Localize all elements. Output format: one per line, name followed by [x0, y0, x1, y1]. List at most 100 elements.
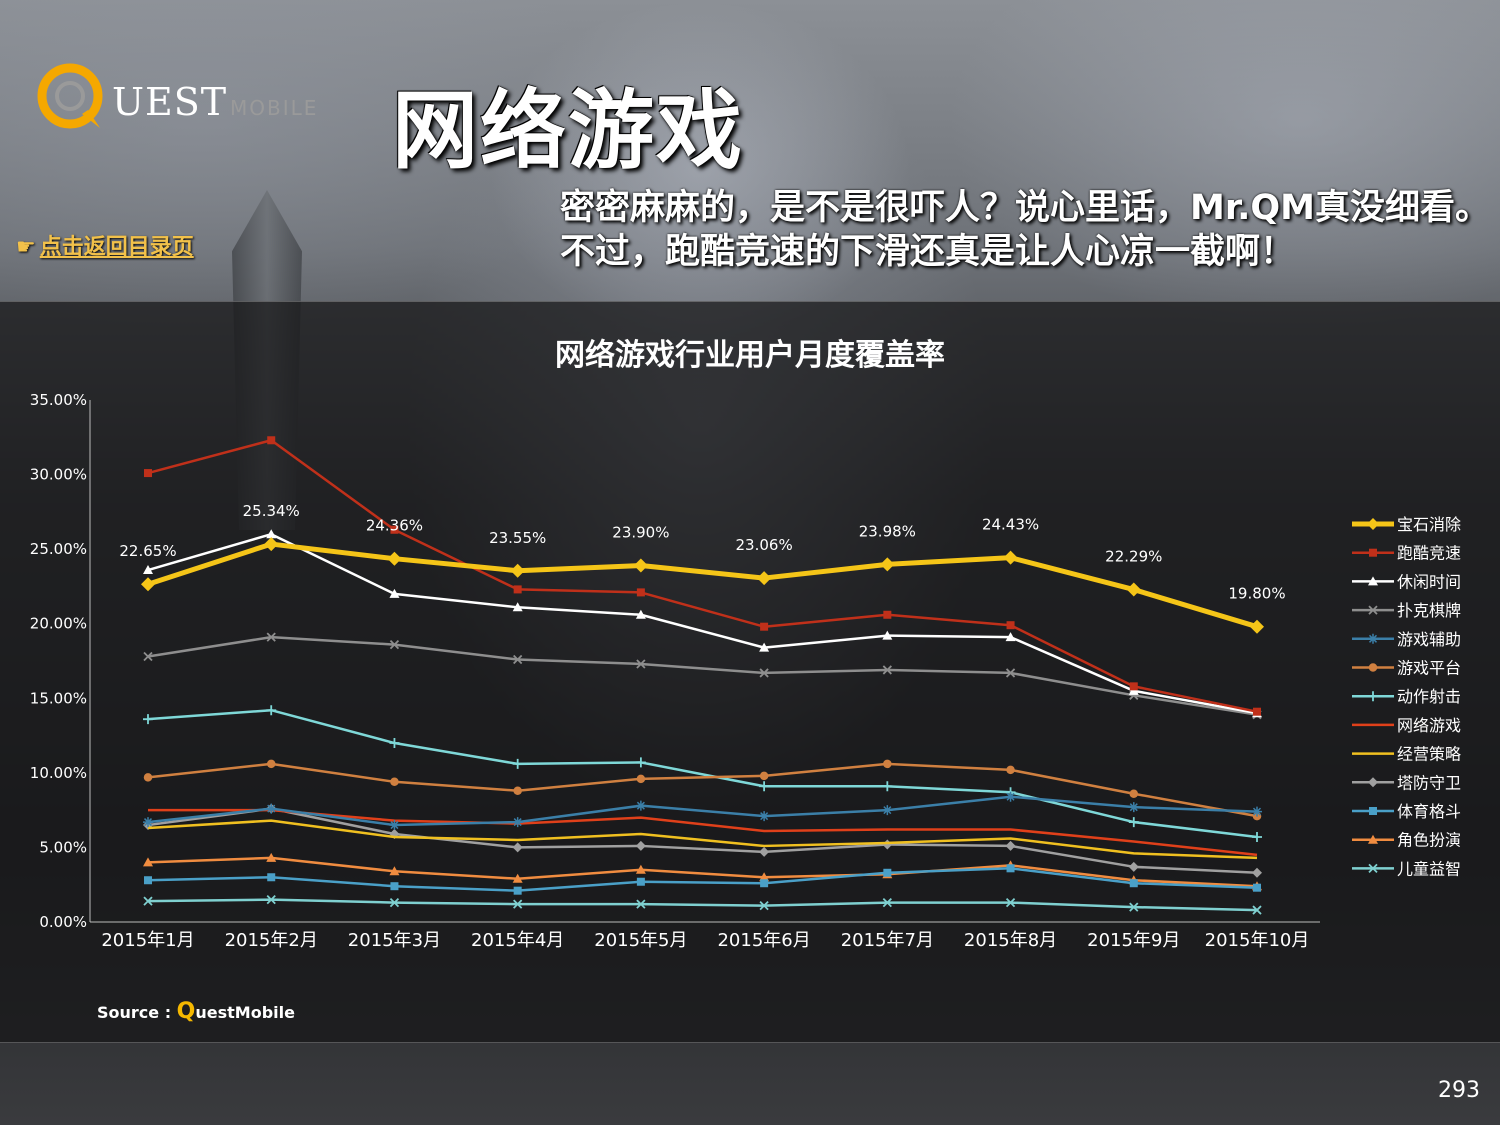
data-point [143, 857, 153, 867]
data-point [512, 842, 523, 853]
y-tick-label: 0.00% [39, 913, 87, 931]
data-label: 19.80% [1228, 585, 1285, 603]
legend-label: 跑酷竞速 [1397, 544, 1461, 563]
data-point [389, 588, 400, 598]
y-tick-label: 20.00% [30, 615, 87, 633]
data-label: 23.06% [736, 536, 793, 554]
data-point [1252, 831, 1262, 842]
series-line-8 [148, 808, 1258, 857]
x-tick-label: 2015年1月 [101, 930, 194, 951]
data-point [1252, 867, 1262, 878]
data-point [1129, 902, 1139, 912]
series-line-1 [147, 541, 1258, 630]
data-point [759, 872, 770, 882]
data-point [1252, 905, 1262, 915]
data-point [760, 879, 769, 888]
data-point [883, 759, 892, 769]
legend-label: 动作射击 [1397, 687, 1461, 706]
y-tick-label: 30.00% [30, 466, 87, 484]
data-point [1128, 817, 1139, 828]
data-point [636, 877, 645, 886]
data-point [141, 577, 155, 592]
data-label: 23.55% [489, 529, 546, 547]
data-point [883, 868, 892, 877]
data-label: 22.65% [119, 542, 176, 560]
x-tick-label: 2015年10月 [1205, 930, 1310, 951]
data-point [635, 840, 646, 851]
legend-marker [1369, 548, 1377, 557]
data-point [389, 866, 400, 876]
x-tick-label: 2015年5月 [594, 930, 687, 951]
y-tick-label: 25.00% [30, 540, 87, 558]
series-line-3 [147, 532, 1258, 715]
logo-text: UEST [112, 80, 228, 124]
data-point [882, 630, 893, 640]
data-point [512, 602, 523, 612]
x-tick-label: 2015年7月 [841, 930, 934, 951]
data-point [144, 876, 152, 885]
data-point [759, 846, 770, 857]
data-point [883, 610, 892, 619]
data-point [636, 774, 646, 784]
data-point [759, 771, 769, 781]
series-line-6 [147, 762, 1258, 818]
data-point [635, 757, 646, 768]
data-point [1006, 621, 1015, 630]
data-point [1129, 789, 1139, 798]
legend-marker [1368, 576, 1378, 586]
data-point [143, 565, 153, 575]
data-point [882, 781, 893, 792]
data-point [390, 525, 399, 534]
x-tick-label: 2015年3月 [348, 930, 441, 951]
data-point [1128, 861, 1139, 872]
series-line-4 [147, 635, 1258, 716]
y-tick-label: 15.00% [30, 689, 87, 707]
data-point [387, 551, 402, 566]
legend-label: 塔防守卫 [1397, 773, 1461, 792]
data-point [266, 759, 276, 769]
series-line-13 [147, 898, 1258, 912]
data-point [512, 758, 523, 769]
legend-label: 体育格斗 [1397, 802, 1461, 821]
data-label: 25.34% [243, 502, 300, 520]
data-point [633, 558, 648, 573]
data-point [266, 529, 277, 539]
series-line-7 [147, 708, 1258, 839]
data-point [1005, 632, 1016, 642]
legend-label: 游戏平台 [1397, 659, 1461, 678]
data-point [1129, 879, 1138, 888]
data-point [882, 897, 892, 908]
x-tick-label: 2015年2月 [225, 930, 318, 951]
data-point [759, 668, 769, 678]
back-link-label: 点击返回目录页 [39, 235, 194, 260]
data-point [880, 557, 895, 572]
legend-label: 休闲时间 [1397, 572, 1461, 591]
data-point [759, 900, 769, 911]
data-label: 24.43% [982, 516, 1039, 534]
data-point [882, 665, 892, 675]
data-point [513, 585, 522, 594]
back-to-toc-link[interactable]: ☛ 点击返回目录页 [16, 229, 194, 261]
data-point [390, 882, 399, 891]
legend-marker [1368, 663, 1378, 672]
data-point [882, 805, 893, 816]
source-note: Source : QuestMobile [97, 999, 295, 1024]
page-subtitle: 密密麻麻的，是不是很吓人？说心里话，Mr.QM真没细看。不过，跑酷竞速的下滑还真… [560, 188, 1490, 272]
source-q: Q [176, 999, 196, 1024]
x-tick-label: 2015年9月 [1087, 930, 1180, 951]
x-tick-label: 2015年8月 [964, 930, 1057, 951]
data-point [512, 817, 523, 828]
data-label: 22.29% [1105, 548, 1162, 566]
series-line-10 [147, 807, 1258, 875]
data-point [143, 651, 153, 662]
data-point [266, 803, 277, 814]
legend-marker [1368, 691, 1378, 702]
quest-logo [30, 58, 330, 138]
quest-logo-icon [37, 63, 103, 129]
legend-label: 儿童益智 [1397, 859, 1461, 878]
data-point [512, 873, 523, 883]
series-line-5 [147, 795, 1258, 827]
data-point [264, 537, 279, 552]
data-point [1253, 883, 1261, 892]
data-point [635, 800, 646, 811]
